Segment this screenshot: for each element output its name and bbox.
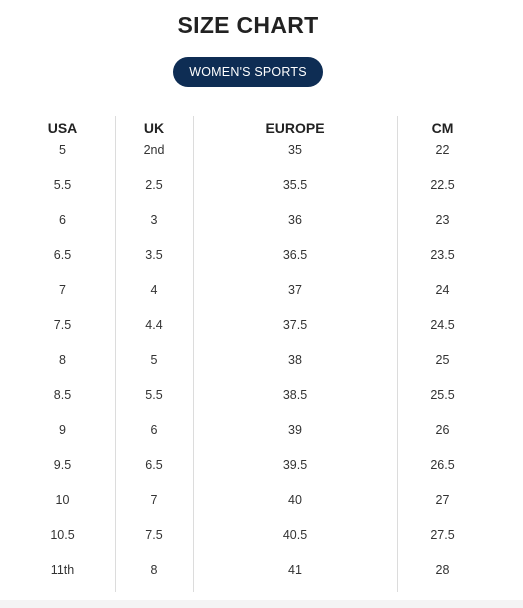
cell-uk: 7.5: [145, 528, 163, 542]
cell-europe: 39: [288, 423, 302, 437]
cell-europe: 36: [288, 213, 302, 227]
cell-cm: 24.5: [430, 318, 455, 332]
table-row: 7 4 37 24: [10, 283, 488, 318]
cell-usa: 7.5: [53, 318, 72, 332]
cell-cm: 25: [435, 353, 450, 367]
cell-uk: 5.5: [145, 388, 163, 402]
cell-usa: 7: [59, 283, 66, 297]
column-divider: [115, 116, 116, 592]
cell-usa: 9: [59, 423, 66, 437]
cell-uk: 4: [150, 283, 158, 297]
cell-europe: 41: [288, 563, 302, 577]
cell-europe: 38: [288, 353, 302, 367]
category-badge: WOMEN'S SPORTS: [173, 57, 323, 87]
cell-europe: 35: [288, 143, 302, 157]
cell-uk: 7: [150, 493, 158, 507]
table-row: 11th 8 41 28: [10, 563, 488, 598]
table-header-row: USA UK EUROPE CM: [10, 116, 488, 143]
cell-cm: 22.5: [430, 178, 455, 192]
cell-europe: 37: [288, 283, 302, 297]
cell-uk: 3: [150, 213, 158, 227]
table-row: 8.5 5.5 38.5 25.5: [10, 388, 488, 423]
cell-cm: 24: [435, 283, 450, 297]
table-row: 5.5 2.5 35.5 22.5: [10, 178, 488, 213]
cell-usa: 6: [59, 213, 66, 227]
cell-uk: 8: [150, 563, 158, 577]
cell-uk: 6: [150, 423, 158, 437]
cell-europe: 38.5: [282, 388, 308, 402]
cell-usa: 8.5: [53, 388, 72, 402]
cell-usa: 5: [59, 143, 66, 157]
column-divider: [193, 116, 194, 592]
footer-strip: [0, 600, 523, 608]
cell-europe: 36.5: [282, 248, 308, 262]
page-title: SIZE CHART: [177, 12, 319, 38]
cell-usa: 9.5: [53, 458, 72, 472]
cell-uk: 2.5: [145, 178, 163, 192]
cell-europe: 40.5: [282, 528, 308, 542]
table-row: 6.5 3.5 36.5 23.5: [10, 248, 488, 283]
cell-usa: 10: [55, 493, 70, 507]
header-usa: USA: [47, 120, 78, 136]
cell-cm: 25.5: [430, 388, 455, 402]
cell-cm: 27.5: [430, 528, 455, 542]
table-row: 10.5 7.5 40.5 27.5: [10, 528, 488, 563]
cell-uk: 5: [150, 353, 158, 367]
cell-uk: 3.5: [145, 248, 163, 262]
header-uk: UK: [143, 120, 165, 136]
cell-europe: 40: [288, 493, 302, 507]
cell-cm: 22: [435, 143, 450, 157]
table-row: 6 3 36 23: [10, 213, 488, 248]
cell-usa: 10.5: [50, 528, 75, 542]
cell-usa: 6.5: [53, 248, 72, 262]
table-row: 10 7 40 27: [10, 493, 488, 528]
size-table: USA UK EUROPE CM 5 2nd 35 22 5.5 2.5 35.5 22.5 6…: [10, 116, 488, 598]
column-divider: [397, 116, 398, 592]
cell-cm: 26: [435, 423, 450, 437]
cell-cm: 23.5: [430, 248, 455, 262]
cell-europe: 37.5: [282, 318, 308, 332]
table-body: 5 2nd 35 22 5.5 2.5 35.5 22.5 6 3 36 23 6.5 3.5 36.5 23…: [10, 143, 488, 598]
header-cm: CM: [431, 120, 454, 136]
table-row: 7.5 4.4 37.5 24.5: [10, 318, 488, 353]
cell-usa: 11th: [50, 563, 75, 577]
cell-uk: 6.5: [145, 458, 163, 472]
cell-europe: 35.5: [282, 178, 308, 192]
table-row: 8 5 38 25: [10, 353, 488, 388]
cell-uk: 2nd: [143, 143, 165, 157]
cell-cm: 28: [435, 563, 450, 577]
cell-europe: 39.5: [282, 458, 308, 472]
table-row: 9 6 39 26: [10, 423, 488, 458]
header-europe: EUROPE: [265, 120, 325, 136]
cell-usa: 8: [59, 353, 66, 367]
cell-cm: 23: [435, 213, 450, 227]
table-row: 5 2nd 35 22: [10, 143, 488, 178]
table-row: 9.5 6.5 39.5 26.5: [10, 458, 488, 493]
cell-cm: 26.5: [430, 458, 455, 472]
cell-cm: 27: [435, 493, 450, 507]
cell-uk: 4.4: [145, 318, 163, 332]
cell-usa: 5.5: [53, 178, 72, 192]
